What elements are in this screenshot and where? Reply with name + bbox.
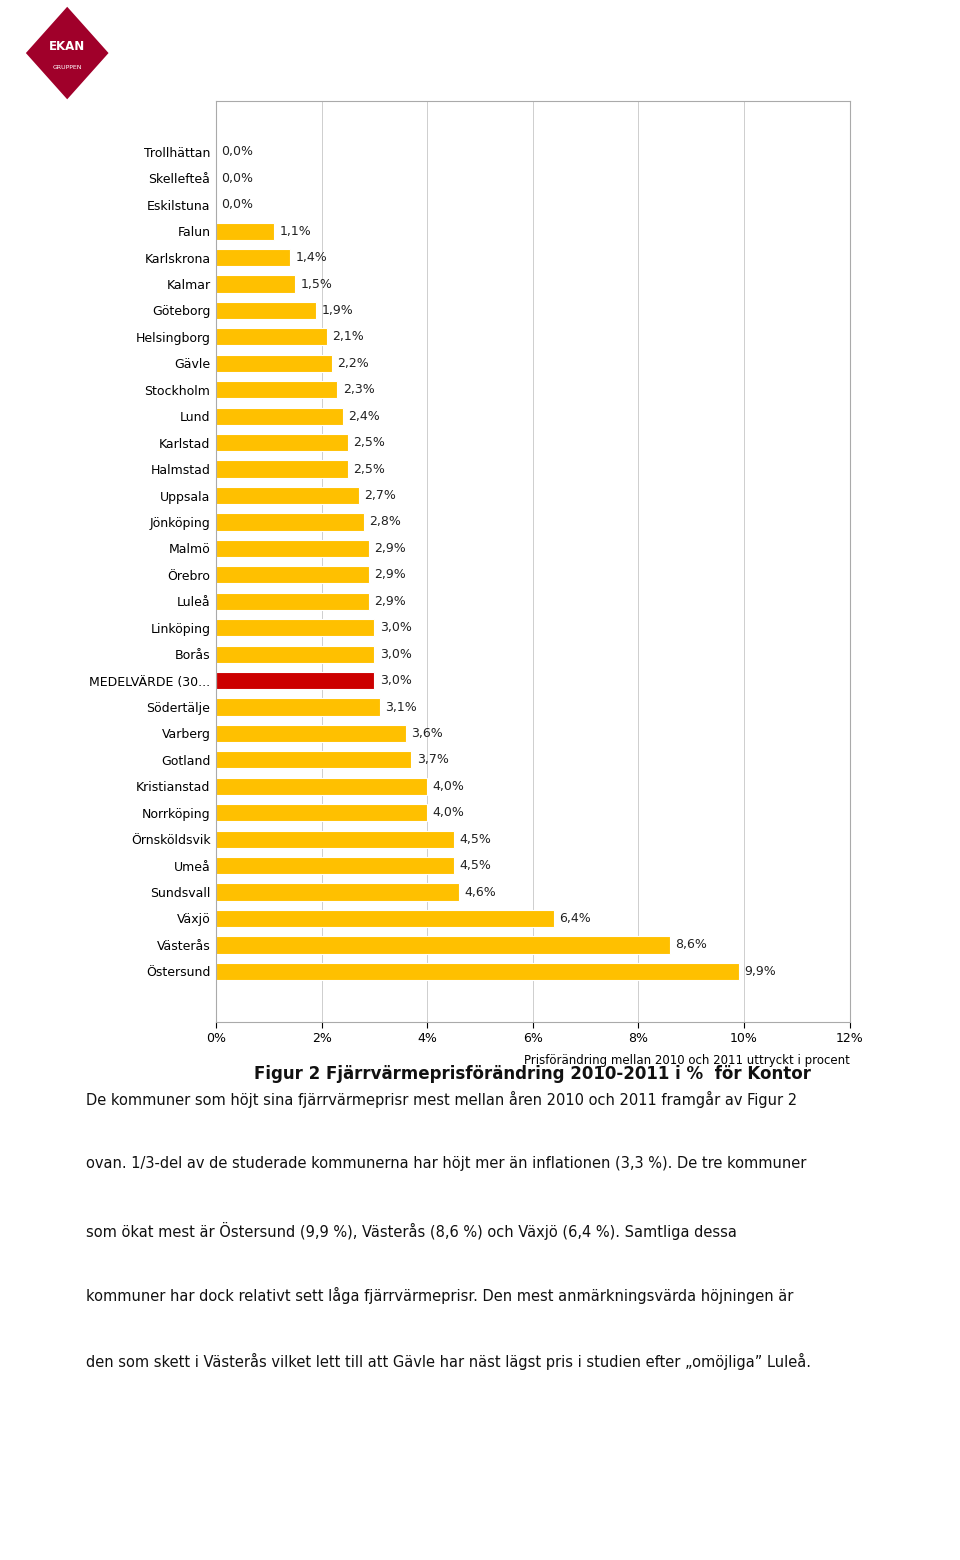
Text: 4,0%: 4,0% [432,780,465,792]
Text: 2,9%: 2,9% [374,541,406,555]
Text: 2,2%: 2,2% [338,357,370,370]
Text: 4,5%: 4,5% [459,860,491,872]
Bar [216,250,290,267]
Bar [216,778,427,796]
Text: 2,5%: 2,5% [353,463,385,476]
Bar [216,593,369,610]
Text: 3,0%: 3,0% [380,647,412,660]
Bar [216,752,411,769]
Bar [216,646,374,663]
Text: GRUPPEN: GRUPPEN [53,66,82,70]
Text: 3,7%: 3,7% [417,753,448,766]
Bar [216,276,296,293]
Bar [216,619,374,636]
Text: 2,3%: 2,3% [343,384,374,396]
Bar [216,803,427,822]
Text: som ökat mest är Östersund (9,9 %), Västerås (8,6 %) och Växjö (6,4 %). Samtliga: som ökat mest är Östersund (9,9 %), Väst… [86,1221,737,1240]
Text: De kommuner som höjt sina fjärrvärmeprisr mest mellan åren 2010 och 2011 framgår: De kommuner som höjt sina fjärrvärmepris… [86,1090,798,1108]
Bar [216,381,338,398]
Text: 3,1%: 3,1% [385,700,417,713]
Bar [216,725,406,743]
Text: 2,9%: 2,9% [374,594,406,608]
Text: 4,0%: 4,0% [432,807,465,819]
Bar [216,883,459,900]
Bar [216,566,369,583]
Text: EKAN: EKAN [49,39,85,53]
Text: 2,1%: 2,1% [332,331,364,343]
Bar [216,856,454,874]
Text: 0,0%: 0,0% [221,145,253,158]
Text: 2,5%: 2,5% [353,437,385,449]
Text: 2,7%: 2,7% [364,488,396,502]
Polygon shape [24,5,110,101]
Bar [216,301,317,320]
Bar [216,487,359,504]
Text: 2,9%: 2,9% [374,568,406,582]
Bar [216,434,348,451]
Text: 9,9%: 9,9% [744,966,776,978]
Bar [216,963,739,980]
Text: den som skett i Västerås vilket lett till att Gävle har näst lägst pris i studie: den som skett i Västerås vilket lett til… [86,1353,811,1370]
Text: 4,5%: 4,5% [459,833,491,846]
Text: 8,6%: 8,6% [675,939,708,952]
Text: 6,4%: 6,4% [559,913,591,925]
Bar [216,354,332,371]
Text: 0,0%: 0,0% [221,198,253,211]
Text: EKAN Gruppen: EKAN Gruppen [58,1512,156,1524]
Bar [216,513,364,530]
Text: 1,4%: 1,4% [296,251,327,264]
Text: 0,0%: 0,0% [221,172,253,184]
Bar [216,699,380,716]
Text: 1,9%: 1,9% [322,304,353,317]
Text: kommuner har dock relativt sett låga fjärrvärmeprisr. Den mest anmärkningsvärda : kommuner har dock relativt sett låga fjä… [86,1287,794,1304]
Text: Figur 2 Fjärrvärmeprisförändring 2010-2011 i %  för Kontor: Figur 2 Fjärrvärmeprisförändring 2010-20… [254,1065,811,1084]
Bar [216,407,343,424]
Text: 2,4%: 2,4% [348,410,380,423]
Text: ovan. 1/3-del av de studerade kommunerna har höjt mer än inflationen (3,3 %). De: ovan. 1/3-del av de studerade kommunerna… [86,1156,806,1172]
Bar [216,909,554,927]
Bar [216,830,454,847]
Bar [216,460,348,477]
Text: 1,5%: 1,5% [300,278,332,290]
Bar [216,328,326,345]
Text: 3,0%: 3,0% [380,621,412,635]
Bar [216,223,275,240]
X-axis label: Prisförändring mellan 2010 och 2011 uttryckt i procent: Prisförändring mellan 2010 och 2011 uttr… [524,1053,850,1067]
Text: 2,8%: 2,8% [369,515,401,529]
Text: 4,6%: 4,6% [465,886,496,899]
Text: 3,6%: 3,6% [411,727,444,739]
Bar [216,672,374,690]
Bar [216,540,369,557]
Text: 1,1%: 1,1% [279,225,311,237]
Bar [216,936,670,953]
Text: 9 (23): 9 (23) [862,1512,902,1524]
Text: 3,0%: 3,0% [380,674,412,686]
